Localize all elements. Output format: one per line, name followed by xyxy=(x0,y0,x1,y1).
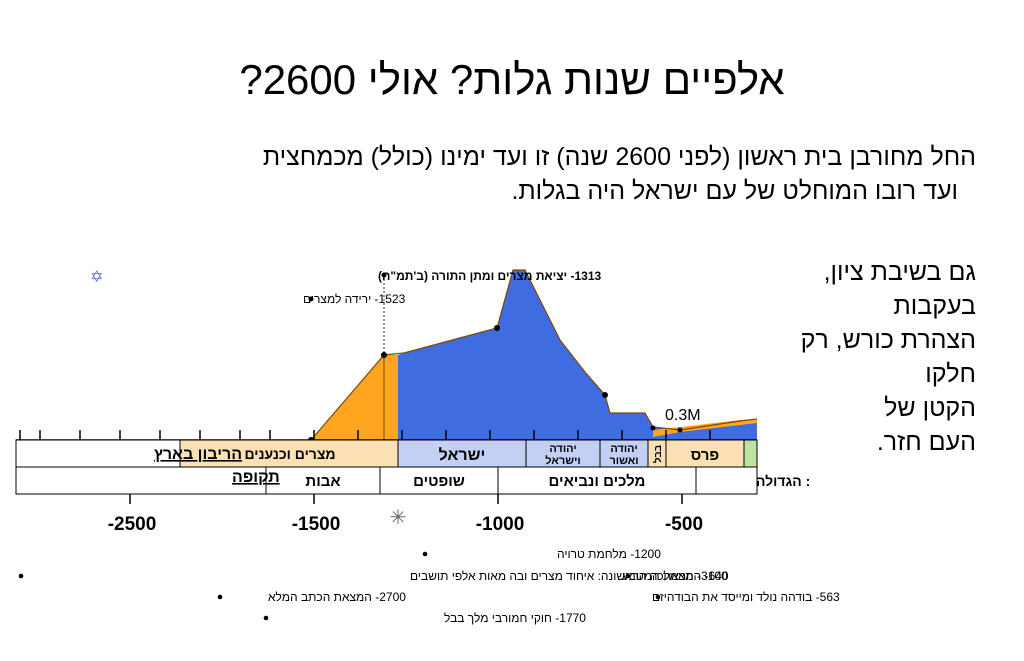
side-line-2: הצהרת כורש, רק חלקו xyxy=(800,326,976,388)
event-writing: 2700- המצאת הכתב המלא xyxy=(268,590,406,604)
event-dot-coin xyxy=(625,573,631,579)
intro-line-1: החל מחורבן בית ראשון (לפני 2600 שנה) זו … xyxy=(262,143,976,171)
side-note: גם בשיבת ציון, בעקבות הצהרת כורש, רק חלק… xyxy=(770,255,976,459)
point-marker-2 xyxy=(494,325,500,331)
event-trojan-war: 1200- מלחמת טרויה xyxy=(557,547,661,561)
event-dot-writing xyxy=(217,594,223,600)
event-dot-hammurabi xyxy=(263,615,269,621)
star-of-david-icon: ✡ xyxy=(90,269,103,286)
population-area-orange-2 xyxy=(653,419,757,437)
cell-israel xyxy=(397,439,527,468)
period-fathers: אבות xyxy=(305,473,340,490)
cell-persia-label: פרס xyxy=(691,447,719,464)
cell-egypt-canaan xyxy=(179,439,399,468)
intro-line-2: ועד רובו המוחלט של עם ישראל היה בגלות. xyxy=(511,177,958,205)
cell-persia xyxy=(665,439,745,468)
intro-text: החל מחורבן בית ראשון (לפני 2600 שנה) זו … xyxy=(20,140,976,208)
axis-tick-1500: -1500 xyxy=(292,514,341,535)
cell-green xyxy=(743,439,758,468)
cell-babylon-label: בבל xyxy=(652,444,664,463)
event-coin: 640- המצאת המטבע xyxy=(622,569,729,583)
cell-judah-israel-label-1: יהודה xyxy=(549,443,576,455)
point-marker-6 xyxy=(677,427,683,433)
population-outline xyxy=(310,269,758,441)
cell-judah-assyria-label-2: ואשור xyxy=(609,455,638,467)
axis-minor-ticks xyxy=(19,430,711,440)
side-line-1: גם בשיבת ציון, בעקבות xyxy=(823,258,976,320)
event-buddha: 563- בודהה נולד ומייסד את הבודהיזם xyxy=(652,590,840,604)
cell-judah-assyria-label-1: יהודה xyxy=(610,443,637,455)
cell-judah-israel xyxy=(525,439,601,468)
label-period: תקופה xyxy=(232,469,280,486)
axis-tick-2500: -2500 xyxy=(108,514,157,535)
point-marker-1 xyxy=(381,352,387,358)
cell-egypt-canaan-label: מצרים וכנענים xyxy=(244,446,335,462)
axis-tick-1000: -1000 xyxy=(476,514,525,535)
event-exodus: 1313- יציאת מצרים ומתן התורה (ב'תמ"ח) xyxy=(378,269,602,283)
slide-title: אלפיים שנות גלות? אולי 2600? xyxy=(239,56,785,103)
population-label: 0.3M xyxy=(665,407,701,424)
event-dot-buddha xyxy=(655,594,661,600)
period-great: : הגדולה xyxy=(756,473,810,489)
period-row-bg xyxy=(15,466,758,495)
period-judges: שופטים xyxy=(413,473,465,490)
cell-israel-label: ישראל xyxy=(439,446,486,464)
event-dot-1523 xyxy=(308,296,314,302)
event-descent-egypt: 1523- ירידה למצרים xyxy=(303,292,406,306)
period-kings-prophets: מלכים ונביאים xyxy=(549,473,646,490)
snowflake-icon: ✳ xyxy=(390,507,407,529)
event-dot-egypt-kingdom xyxy=(18,573,24,579)
point-marker-5 xyxy=(650,425,656,431)
label-sovereignty: הריבון בארץ xyxy=(154,446,242,463)
event-hammurabi: 1770- חוקי חמורבי מלך בבל xyxy=(444,611,586,625)
event-dot-trojan xyxy=(422,551,428,557)
event-egypt-kingdom: 3100- הממלכה הראשונה: איחוד מצרים ובה מא… xyxy=(410,569,728,583)
cell-judah-assyria xyxy=(599,439,649,468)
side-line-4: העם חזר. xyxy=(876,428,976,456)
point-marker-4 xyxy=(602,392,608,398)
axis-bottom-ticks xyxy=(129,494,683,504)
population-area-orange xyxy=(311,355,398,440)
axis-tick-500: -500 xyxy=(665,514,703,535)
side-line-3: הקטן של xyxy=(884,394,976,422)
population-area-blue xyxy=(398,270,757,440)
event-dot-1313 xyxy=(381,272,387,278)
cell-judah-israel-label-2: וישראל xyxy=(545,454,580,467)
